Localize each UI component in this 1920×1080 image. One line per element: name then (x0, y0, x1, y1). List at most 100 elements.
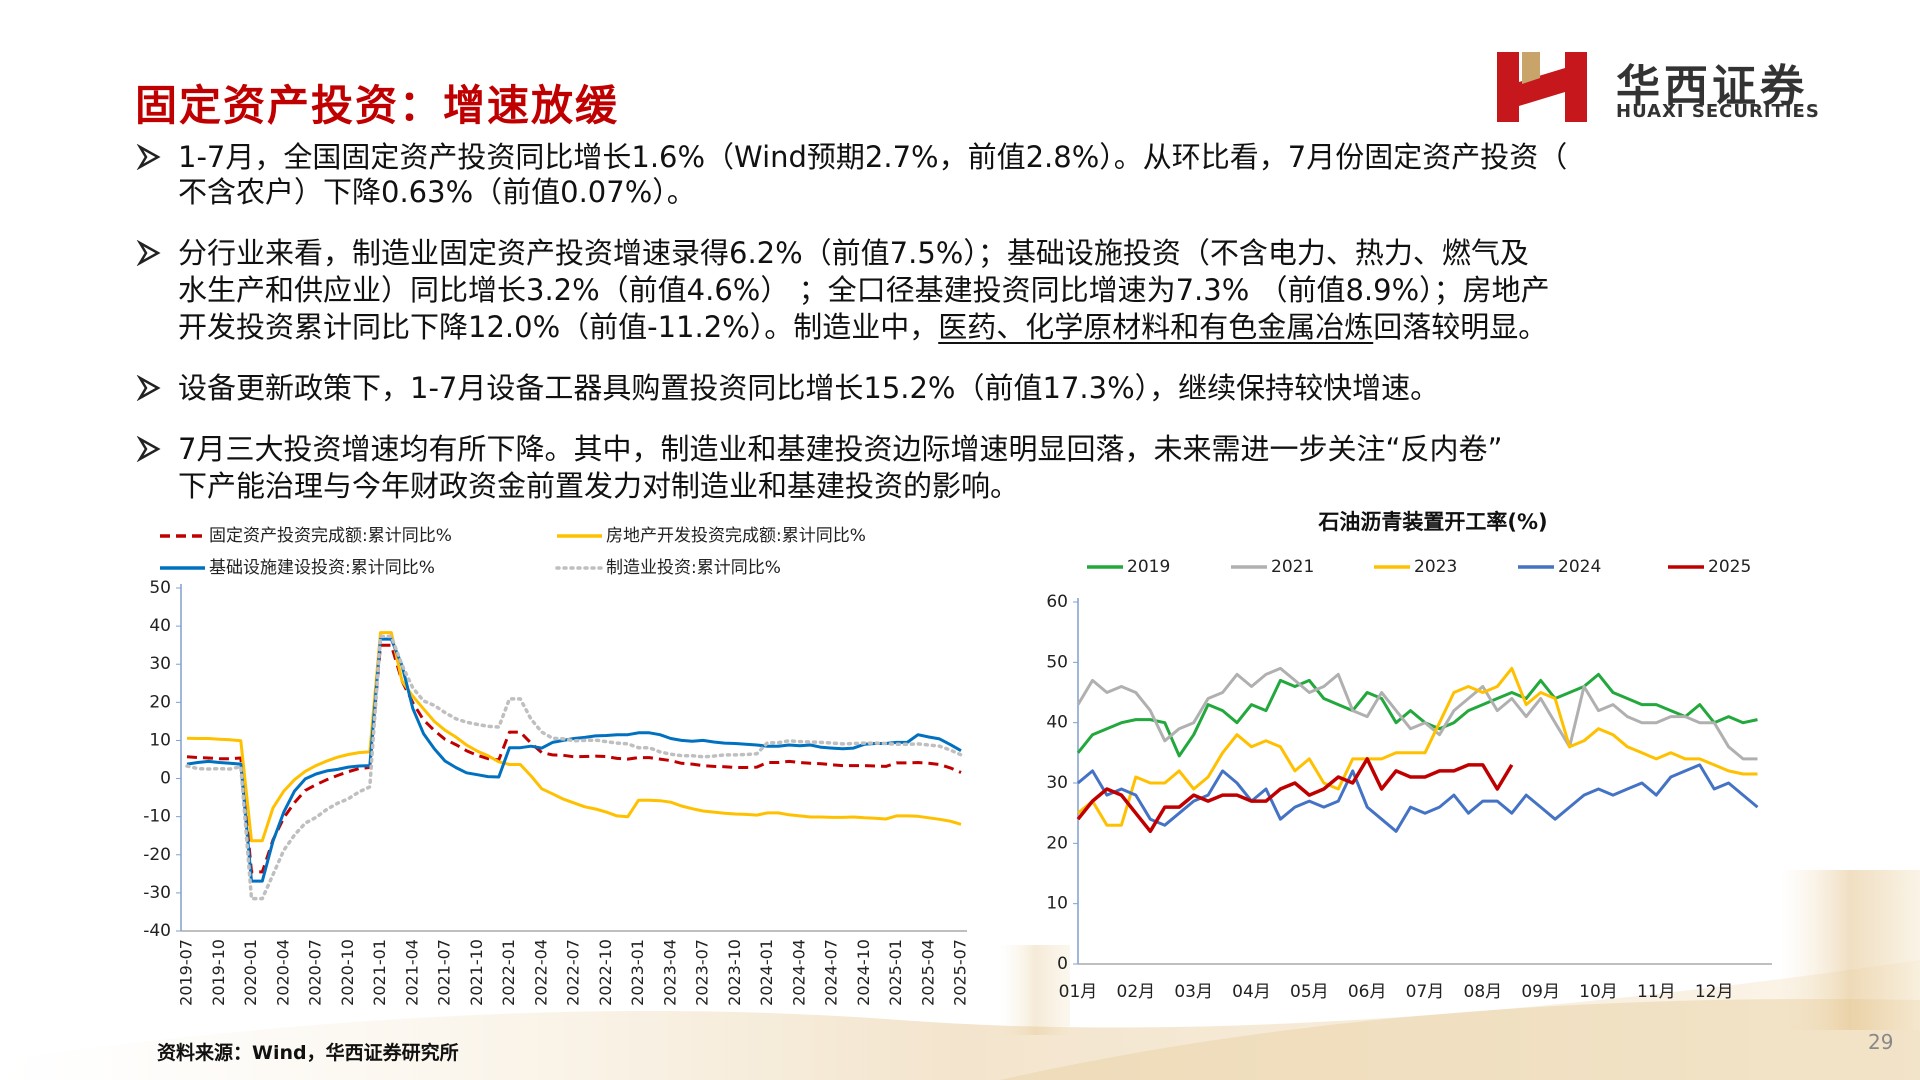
x-tick-label: 2023-01 (628, 939, 647, 1006)
bullet-text: 医药、化学原材料和有色金属冶炼 (938, 310, 1374, 344)
series-line (1077, 666, 1758, 827)
x-tick-label: 08月 (1464, 982, 1503, 1002)
y-tick-label: 40 (149, 616, 171, 636)
bullet-text: 设备更新政策下，1-7月设备工器具购置投资同比增长15.2%（前值17.3%），… (178, 371, 1440, 405)
x-tick-label: 2023-07 (693, 939, 712, 1006)
x-tick-label: 2022-10 (596, 939, 615, 1006)
chart: 石油沥青装置开工率(%) 0 10 20 30 40 50 60 01月 02月 03月 04月 05月… (1046, 510, 1772, 1002)
series-line (186, 637, 962, 883)
x-tick-label: 09月 (1521, 982, 1560, 1002)
y-tick-label: 10 (1046, 894, 1068, 914)
x-tick-label: 07月 (1406, 982, 1445, 1002)
bullet-line: 开发投资累计同比下降12.0%（前值-11.2%）。制造业中，医药、化学原材料和… (178, 309, 1547, 345)
series-line (186, 631, 962, 843)
series-line (186, 643, 962, 874)
x-tick-label: 06月 (1348, 982, 1387, 1002)
source: 资料来源：Wind，华西证券研究所 (157, 1042, 459, 1064)
series-line (1076, 757, 1514, 834)
x-tick-label: 2025-07 (951, 939, 970, 1006)
bullet-line: 7月三大投资增速均有所下降。其中，制造业和基建投资边际增速明显回落，未来需进一步… (178, 431, 1503, 467)
y-tick-label: -20 (143, 845, 171, 865)
x-tick-label: 2023-04 (660, 939, 679, 1006)
y-tick-label: 30 (1046, 773, 1068, 793)
bullet-line: 1-7月，全国固定资产投资同比增长1.6%（Wind预期2.7%，前值2.8%）… (178, 139, 1567, 175)
legend-label: 2021 (1271, 557, 1314, 577)
x-tick-label: 2019-07 (177, 939, 196, 1006)
y-tick-label: 10 (149, 730, 171, 750)
y-tick-label: 50 (149, 578, 171, 598)
page-number: 29 (1868, 1030, 1894, 1054)
bullet-text: 下产能治理与今年财政资金前置发力对制造业和基建投资的影响。 (178, 469, 1020, 503)
bullet-text: 回落较明显。 (1373, 310, 1548, 344)
series-line (1076, 672, 1758, 758)
legend-label: 制造业投资:累计同比% (606, 558, 781, 578)
x-tick-label: 2023-10 (725, 939, 744, 1006)
bullet-text: 1-7月，全国固定资产投资同比增长1.6%（Wind预期2.7%，前值2.8%）… (178, 140, 1568, 174)
bullet-line: 水生产和供应业）同比增长3.2%（前值4.6%） ；全口径基建投资同比增速为7.… (178, 272, 1550, 308)
bullet-line: 分行业来看，制造业固定资产投资增速录得6.2%（前值7.5%）；基础设施投资（不… (178, 235, 1529, 271)
bullet-text: 水生产和供应业）同比增长3.2%（前值4.6%） ；全口径基建投资同比增速为7.… (178, 273, 1550, 307)
logo-name: 华西证券 (1616, 61, 1808, 112)
decor-block (1780, 870, 1920, 1030)
x-tick-label: 2021-04 (402, 939, 421, 1006)
bullet-line: 设备更新政策下，1-7月设备工器具购置投资同比增长15.2%（前值17.3%），… (178, 370, 1439, 406)
x-tick-label: 2022-07 (564, 939, 583, 1006)
x-tick-label: 2019-10 (209, 939, 228, 1006)
series-line (185, 634, 963, 901)
x-tick-label: 2024-07 (822, 939, 841, 1006)
x-tick-label: 2021-07 (435, 939, 454, 1006)
logo-icon (1497, 52, 1587, 122)
y-tick-label: 50 (1046, 652, 1068, 672)
bullet-arrow (136, 375, 161, 401)
slide-title: 固定资产投资：增速放缓 (135, 81, 620, 130)
y-tick-label: 40 (1046, 713, 1068, 733)
bullet-line: 不含农户）下降0.63%（前值0.07%）。 (178, 174, 696, 210)
x-tick-label: 05月 (1290, 982, 1329, 1002)
bullet-text: 开发投资累计同比下降12.0%（前值-11.2%）。制造业中， (178, 310, 939, 344)
x-tick-label: 12月 (1695, 982, 1734, 1002)
y-tick-label: 0 (1057, 954, 1068, 974)
x-tick-label: 2020-10 (338, 939, 357, 1006)
x-tick-label: 2021-01 (370, 939, 389, 1006)
logo-english: HUAXI SECURITIES (1616, 101, 1820, 122)
x-tick-label: 2025-04 (918, 939, 937, 1006)
legend-label: 基础设施建设投资:累计同比% (209, 558, 435, 578)
x-tick-label: 2020-07 (306, 939, 325, 1006)
chart: -40 -30 -20 -10 0 10 20 30 40 50 2019-07 2019-10 202… (143, 526, 969, 1006)
series-line (1076, 666, 1758, 761)
bullet-arrow (136, 436, 161, 462)
chart-title: 石油沥青装置开工率(%) (1317, 510, 1547, 534)
legend-label: 2023 (1414, 557, 1457, 577)
x-tick-label: 2020-04 (273, 939, 292, 1006)
bullet-arrow (136, 240, 161, 266)
bullet-text: 7月三大投资增速均有所下降。其中，制造业和基建投资边际增速明显回落，未来需进一步… (178, 432, 1503, 466)
y-tick-label: -40 (143, 921, 171, 941)
legend-label: 2025 (1708, 557, 1751, 577)
bullet-line: 下产能治理与今年财政资金前置发力对制造业和基建投资的影响。 (178, 468, 1019, 504)
y-tick-label: 60 (1046, 592, 1068, 612)
series-line (1077, 763, 1759, 833)
decor-wave (1000, 999, 1920, 1080)
x-tick-label: 11月 (1637, 982, 1676, 1002)
x-tick-label: 2024-01 (757, 939, 776, 1006)
x-tick-label: 2024-10 (854, 939, 873, 1006)
x-tick-label: 2022-01 (499, 939, 518, 1006)
y-tick-label: 30 (149, 654, 171, 674)
x-tick-label: 04月 (1232, 982, 1271, 1002)
y-tick-label: 20 (149, 692, 171, 712)
x-tick-label: 01月 (1059, 982, 1098, 1002)
y-tick-label: 20 (1046, 833, 1068, 853)
x-tick-label: 2020-01 (241, 939, 260, 1006)
legend-label: 固定资产投资完成额:累计同比% (209, 526, 452, 546)
y-tick-label: -30 (143, 883, 171, 903)
bullet-arrow (136, 144, 161, 170)
decor-block (1000, 945, 1070, 1035)
y-tick-label: 0 (160, 769, 171, 789)
x-tick-label: 2024-04 (789, 939, 808, 1006)
x-tick-label: 10月 (1579, 982, 1618, 1002)
legend-label: 2024 (1558, 557, 1601, 577)
x-tick-label: 2021-10 (467, 939, 486, 1006)
legend-label: 房地产开发投资完成额:累计同比% (606, 526, 866, 546)
